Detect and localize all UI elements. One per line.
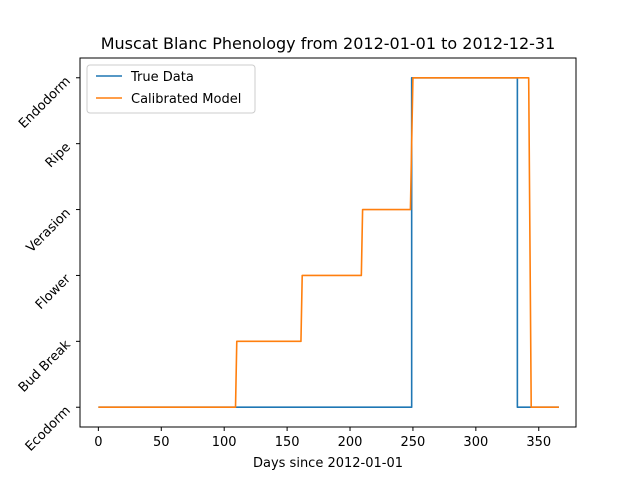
x-tick-label: 200: [338, 435, 363, 450]
chart-title: Muscat Blanc Phenology from 2012-01-01 t…: [101, 34, 556, 53]
series-layer: [98, 76, 559, 409]
axes-frame: [79, 57, 577, 428]
x-tick-label: 0: [94, 435, 102, 450]
series-line-calibrated-model: [98, 76, 559, 409]
x-tick-label: 350: [526, 435, 551, 450]
x-tick-label: 50: [153, 435, 170, 450]
x-tick-label: 100: [212, 435, 237, 450]
legend: True Data Calibrated Model: [86, 64, 256, 114]
legend-label-true-data: True Data: [130, 70, 194, 85]
x-axis-ticks: 0 50 100 150 200 250 300 350: [94, 427, 551, 450]
legend-box: [86, 64, 256, 114]
x-axis-label: Days since 2012-01-01: [253, 456, 403, 471]
legend-label-calibrated-model: Calibrated Model: [131, 92, 241, 107]
plot-area: [79, 57, 577, 428]
x-tick-label: 250: [401, 435, 426, 450]
x-tick-label: 150: [275, 435, 300, 450]
x-tick-label: 300: [463, 435, 488, 450]
